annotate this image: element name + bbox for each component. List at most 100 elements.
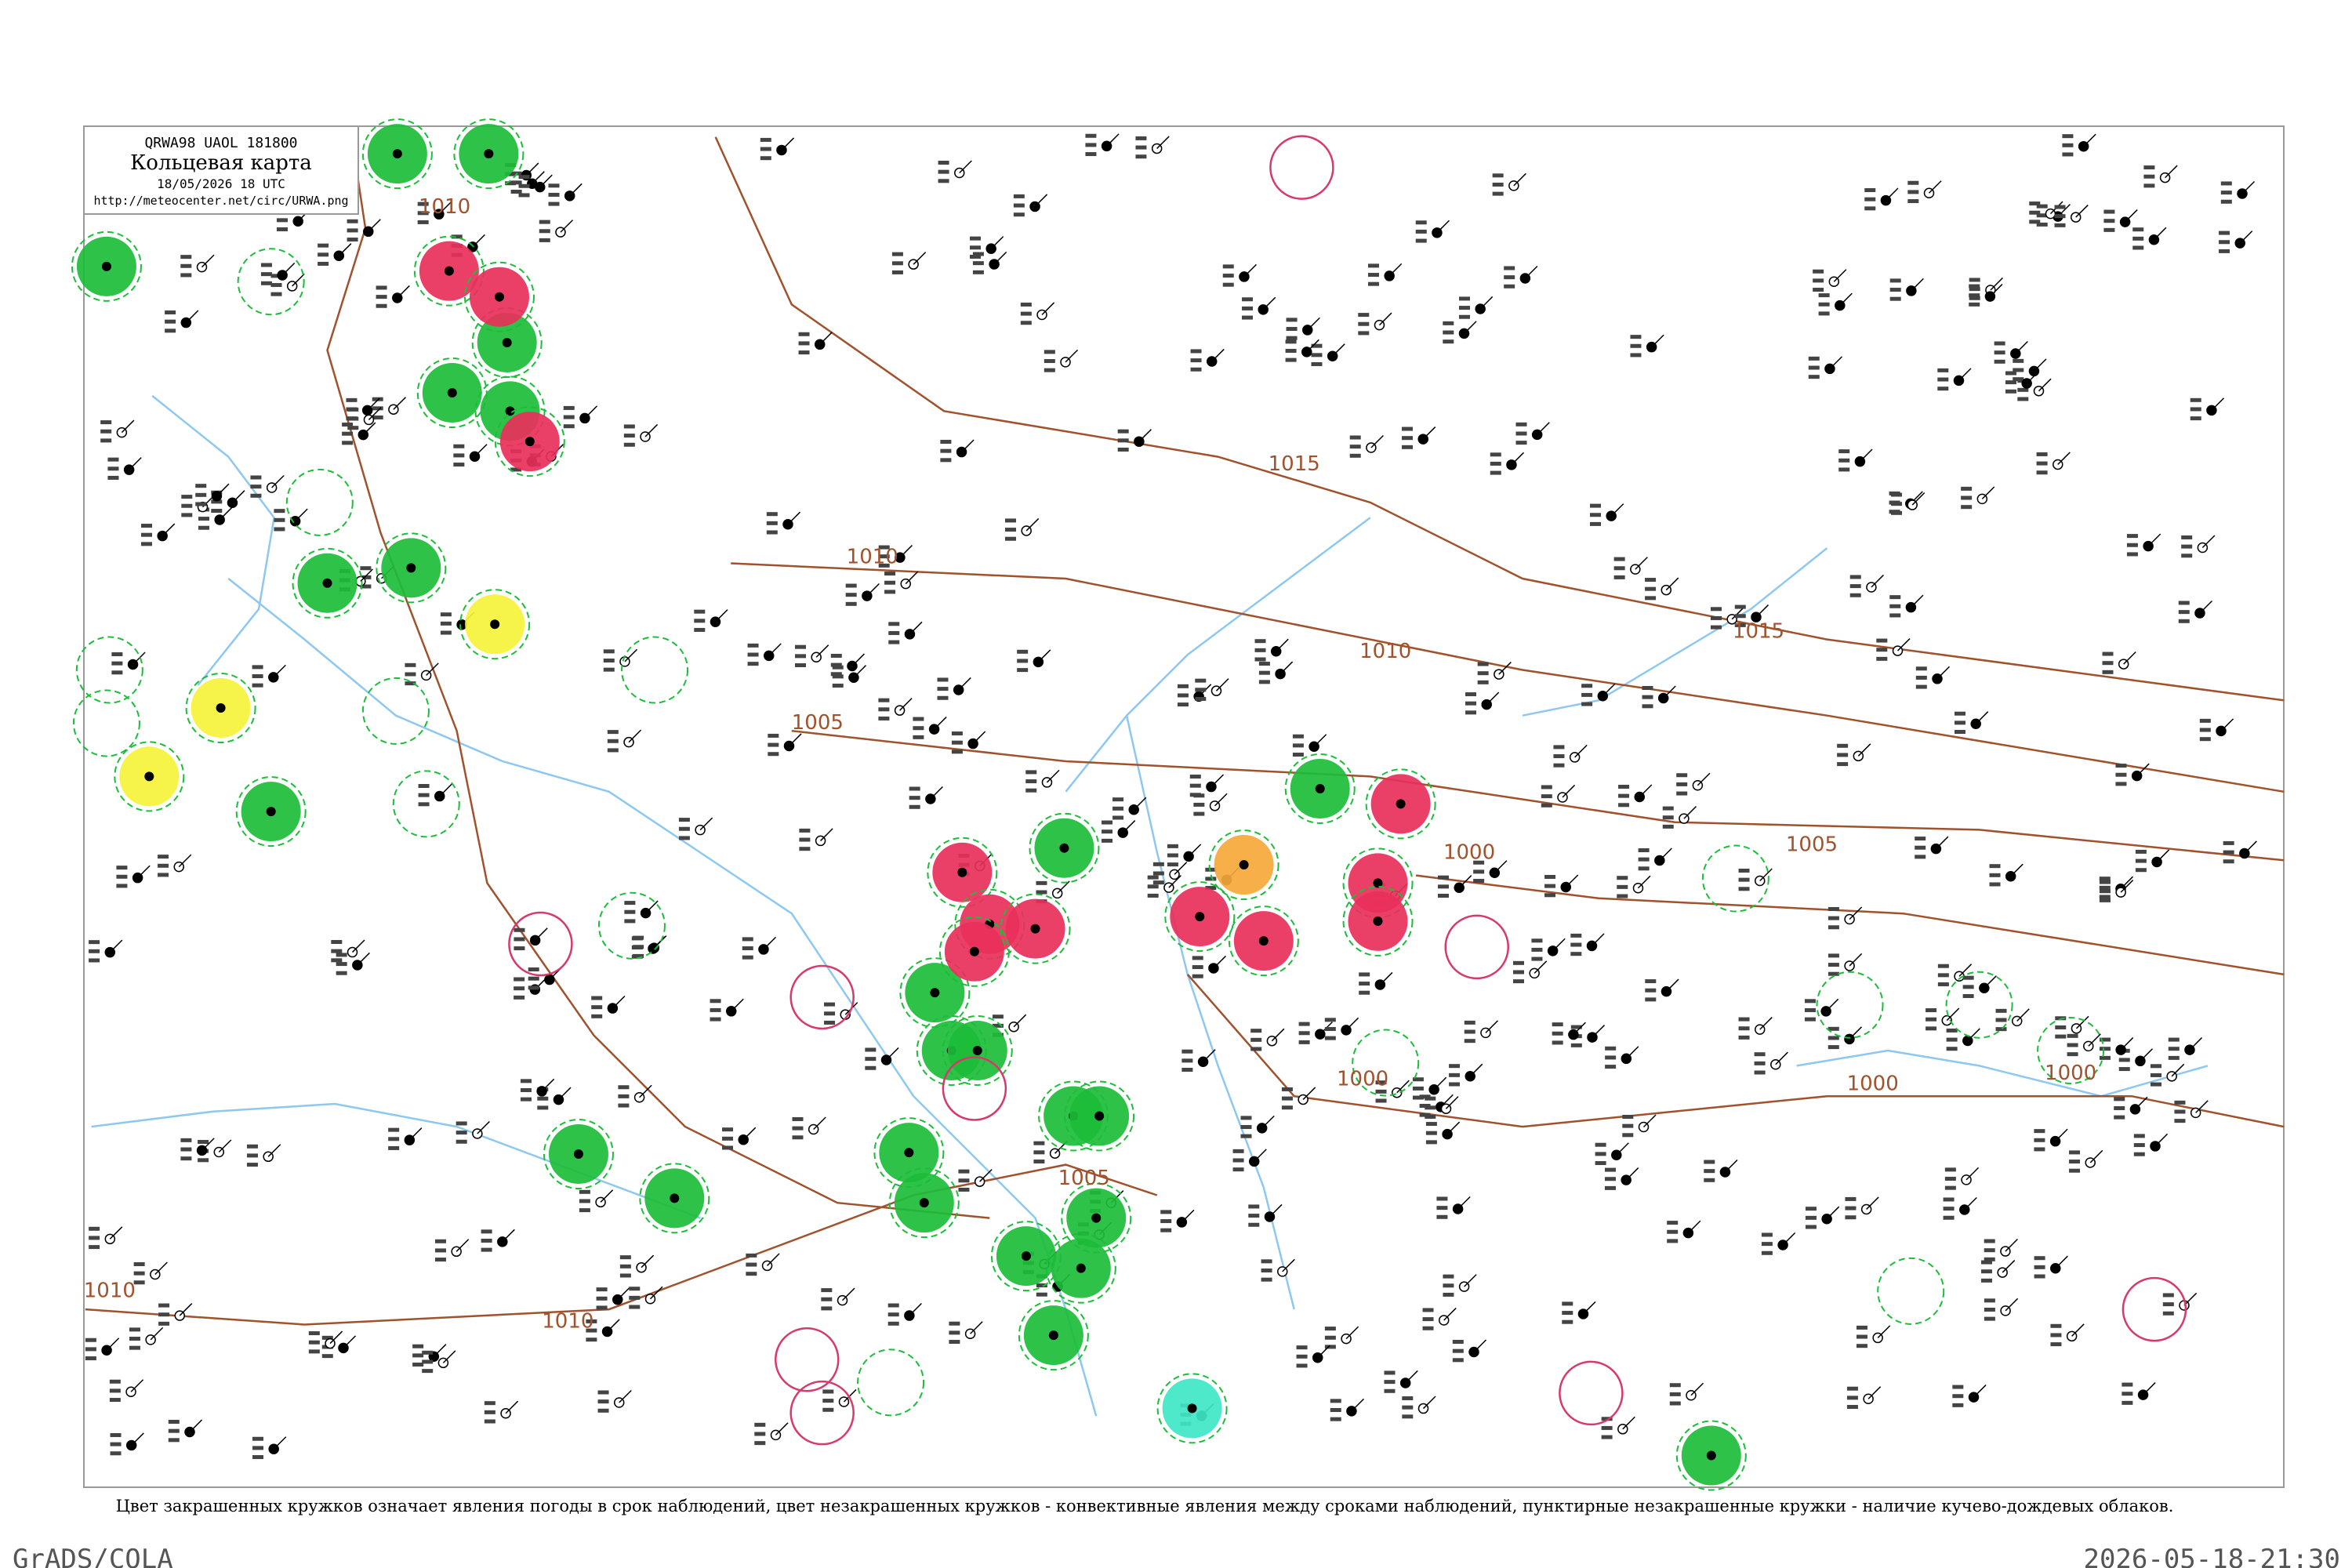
station-figure <box>158 863 169 868</box>
station-figure <box>1504 284 1515 289</box>
station-figure <box>830 672 842 677</box>
station <box>799 828 833 851</box>
station <box>109 1379 144 1403</box>
station-figure <box>2017 387 2029 392</box>
station <box>1915 666 1951 689</box>
wind-barb <box>357 952 370 966</box>
wind-barb <box>959 160 972 174</box>
station-figure <box>1250 1029 1262 1033</box>
wind-barb <box>109 1226 123 1240</box>
station-figure <box>168 1438 180 1443</box>
station-figure <box>710 999 721 1004</box>
wind-barb <box>2016 1008 2030 1022</box>
station-figure <box>1004 518 1016 523</box>
station-figure <box>1135 154 1147 159</box>
station-figure <box>1962 975 1974 980</box>
river <box>1796 1049 2209 1098</box>
station-figure <box>821 1297 833 1301</box>
station-figure <box>1926 1026 1937 1031</box>
convective-ring <box>789 1380 855 1446</box>
station-dot <box>573 1149 583 1160</box>
station <box>563 405 598 429</box>
station-figure <box>1638 857 1650 862</box>
station-figure <box>1984 1307 1995 1312</box>
station-figure <box>418 784 430 789</box>
station-figure <box>1553 745 1565 750</box>
wind-barb <box>2244 840 2257 855</box>
station-figure <box>1232 1167 1244 1172</box>
station <box>1907 180 1942 204</box>
wind-barb <box>1034 194 1048 207</box>
station <box>1296 1345 1330 1368</box>
station-figure <box>618 1103 630 1108</box>
station-figure <box>891 261 903 266</box>
station-dot <box>1094 1111 1105 1121</box>
wind-barb <box>216 483 230 497</box>
station-figure <box>607 739 619 743</box>
station-figure <box>1285 348 1297 353</box>
station-figure <box>1286 327 1298 332</box>
station <box>958 1169 993 1192</box>
station-figure <box>246 1153 258 1158</box>
station-figure <box>1544 874 1556 879</box>
station-figure <box>1192 956 1203 960</box>
station-figure <box>514 946 525 951</box>
station-figure <box>1412 1086 1424 1091</box>
wind-barb <box>653 935 667 949</box>
station <box>388 1127 423 1150</box>
station-figure <box>2115 782 2127 786</box>
station-figure <box>591 996 603 1000</box>
station-figure <box>1818 293 1830 298</box>
station-figure <box>865 1047 877 1052</box>
station <box>878 545 913 568</box>
station-dot <box>1048 1330 1058 1341</box>
station-figure <box>1622 1123 1634 1128</box>
station-figure <box>1984 1239 1995 1243</box>
station-figure <box>618 1085 630 1090</box>
wind-barb <box>2088 1033 2101 1047</box>
wind-barb <box>137 865 151 879</box>
station <box>865 1047 899 1070</box>
wind-barb <box>1911 492 1926 506</box>
station-figure <box>2034 1256 2045 1261</box>
station-figure <box>603 667 615 672</box>
wind-barb <box>1592 1025 1606 1038</box>
station-figure <box>1017 668 1029 673</box>
station-figure <box>1242 297 1254 302</box>
wind-barb <box>1345 1326 1359 1340</box>
wind-barb <box>600 1189 614 1203</box>
wind-barb <box>2010 863 2024 877</box>
station-figure <box>405 662 416 667</box>
station <box>111 652 146 675</box>
station-figure <box>1581 684 1593 688</box>
station-figure <box>884 590 896 594</box>
convective-ring <box>942 1056 1007 1121</box>
wind-barb <box>2120 876 2134 890</box>
station-figure <box>1662 815 1674 820</box>
station-figure <box>1704 1178 1715 1182</box>
station-figure <box>1311 361 1323 366</box>
wind-barb <box>295 508 308 522</box>
station <box>1618 784 1653 808</box>
station <box>2219 230 2253 253</box>
station-figure <box>250 493 262 498</box>
station-figure <box>1541 785 1552 789</box>
station-figure <box>1969 284 1980 289</box>
station-figure <box>2181 554 2193 558</box>
station-figure <box>2029 201 2041 206</box>
cb-ring <box>185 673 256 744</box>
station-figure <box>548 201 560 206</box>
station-figure <box>2133 1143 2145 1148</box>
station-figure <box>1754 1070 1766 1075</box>
station-figure <box>1891 492 1903 497</box>
station-dot <box>1315 783 1325 793</box>
station-figure <box>422 1350 434 1355</box>
station-figure <box>2054 205 2066 209</box>
station-figure <box>1177 702 1189 707</box>
station-figure <box>1541 803 1552 808</box>
wind-barb <box>1928 180 1942 194</box>
convective-ring <box>1559 1360 1624 1426</box>
station-figure <box>878 563 890 568</box>
station-figure <box>2178 601 2190 605</box>
wind-barb <box>1037 649 1051 662</box>
